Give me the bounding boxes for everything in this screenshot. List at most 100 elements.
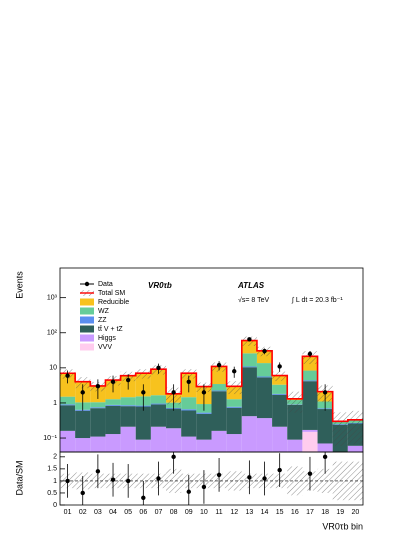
x-tick-label: 19 bbox=[336, 509, 344, 516]
stack-bar bbox=[90, 402, 106, 408]
stack-bar bbox=[150, 403, 167, 405]
ratio-uncertainty bbox=[287, 466, 303, 496]
legend-swatch bbox=[80, 325, 94, 333]
stack-bar bbox=[317, 409, 333, 444]
ratio-y-tick-label: 0 bbox=[53, 502, 57, 509]
x-tick-label: 04 bbox=[109, 509, 117, 516]
x-tick-label: 11 bbox=[215, 509, 222, 516]
stack-bar bbox=[181, 410, 197, 437]
data-point bbox=[171, 390, 176, 395]
x-tick-label: 16 bbox=[291, 509, 299, 516]
stack-bar bbox=[150, 426, 167, 452]
y-tick-label: 10² bbox=[47, 330, 58, 337]
stack-bar bbox=[302, 380, 318, 382]
x-tick-label: 15 bbox=[276, 509, 284, 516]
stack-bar bbox=[256, 363, 273, 377]
data-point bbox=[186, 379, 191, 385]
x-tick-label: 07 bbox=[155, 509, 163, 516]
data-point bbox=[125, 377, 131, 383]
legend-label: tt̄ V + tZ bbox=[98, 325, 123, 333]
stack-bar bbox=[196, 412, 212, 414]
x-tick-label: 20 bbox=[352, 509, 360, 516]
stack-bar bbox=[256, 377, 273, 419]
stack-bar bbox=[90, 436, 106, 452]
ratio-y-tick-label: 2 bbox=[53, 454, 57, 461]
data-point bbox=[141, 390, 146, 395]
stack-bar bbox=[166, 428, 182, 452]
data-point bbox=[156, 365, 161, 371]
ratio-point bbox=[95, 469, 101, 474]
data-point bbox=[277, 364, 282, 369]
stack-bar bbox=[226, 434, 242, 452]
x-axis-label: VR0τb bin bbox=[322, 521, 363, 531]
stack-bar bbox=[60, 396, 76, 405]
stack-bar bbox=[302, 431, 318, 452]
stack-bar bbox=[90, 408, 106, 437]
stack-bar bbox=[287, 404, 303, 440]
stack-bar bbox=[272, 426, 288, 452]
legend-label: Reducible bbox=[98, 299, 129, 306]
x-tick-label: 06 bbox=[139, 509, 147, 516]
uncertainty-band bbox=[347, 410, 363, 445]
x-tick-label: 02 bbox=[79, 509, 87, 516]
data-point bbox=[80, 390, 85, 395]
stack-bar bbox=[256, 418, 273, 452]
ratio-point bbox=[322, 454, 328, 460]
ratio-point bbox=[186, 489, 191, 494]
stack-bar bbox=[241, 416, 257, 452]
stack-bar bbox=[211, 391, 227, 431]
legend-swatch bbox=[80, 307, 94, 315]
x-tick-label: 18 bbox=[321, 509, 329, 516]
data-point bbox=[95, 383, 101, 389]
stack-bar bbox=[181, 436, 197, 452]
ratio-point bbox=[201, 484, 207, 490]
x-tick-label: 01 bbox=[64, 509, 72, 516]
x-tick-label: 10 bbox=[200, 509, 208, 516]
x-tick-label: 14 bbox=[261, 509, 269, 516]
x-tick-label: 12 bbox=[230, 509, 238, 516]
stack-bar bbox=[241, 367, 257, 417]
ratio-y-tick-label: 1.5 bbox=[47, 466, 57, 473]
legend-swatch bbox=[80, 316, 94, 324]
stack-bar bbox=[317, 443, 333, 452]
stack-bar bbox=[75, 410, 91, 439]
ratio-point bbox=[216, 472, 222, 478]
stack-bar bbox=[256, 376, 273, 378]
stack-bar bbox=[287, 439, 303, 452]
legend-label: VVV bbox=[98, 344, 112, 351]
uncertainty-band bbox=[332, 412, 348, 446]
stack-bar bbox=[105, 405, 121, 435]
stack-bar bbox=[196, 439, 212, 452]
experiment-label: ATLAS bbox=[237, 281, 265, 290]
stack-bar bbox=[241, 353, 257, 367]
data-point bbox=[262, 348, 267, 354]
stack-bar bbox=[60, 430, 76, 452]
stack-bar bbox=[105, 404, 121, 406]
ratio-point bbox=[125, 478, 131, 484]
stack-bar bbox=[181, 397, 197, 410]
stack-bar bbox=[60, 373, 76, 397]
ratio-point bbox=[171, 454, 176, 460]
x-tick-label: 17 bbox=[306, 509, 314, 516]
legend-swatch bbox=[80, 334, 94, 342]
data-point bbox=[65, 373, 70, 378]
stack-bar bbox=[90, 407, 106, 409]
data-point bbox=[322, 390, 328, 395]
stack-bar bbox=[226, 399, 242, 407]
legend-label: WZ bbox=[98, 308, 110, 315]
stack-bar bbox=[241, 366, 257, 368]
x-tick-label: 05 bbox=[124, 509, 132, 516]
energy-label: √s= 8 TeV bbox=[238, 296, 269, 304]
stack-bar bbox=[135, 406, 151, 440]
uncertainty-band bbox=[302, 351, 318, 365]
legend-data-marker bbox=[84, 281, 90, 287]
x-tick-label: 03 bbox=[94, 509, 102, 516]
ratio-point bbox=[80, 490, 85, 496]
data-point bbox=[110, 379, 116, 385]
stack-bar bbox=[150, 369, 167, 396]
stack-bar bbox=[181, 409, 197, 411]
ratio-point bbox=[307, 471, 313, 476]
legend-swatch bbox=[80, 343, 94, 351]
stack-bar bbox=[226, 407, 242, 435]
